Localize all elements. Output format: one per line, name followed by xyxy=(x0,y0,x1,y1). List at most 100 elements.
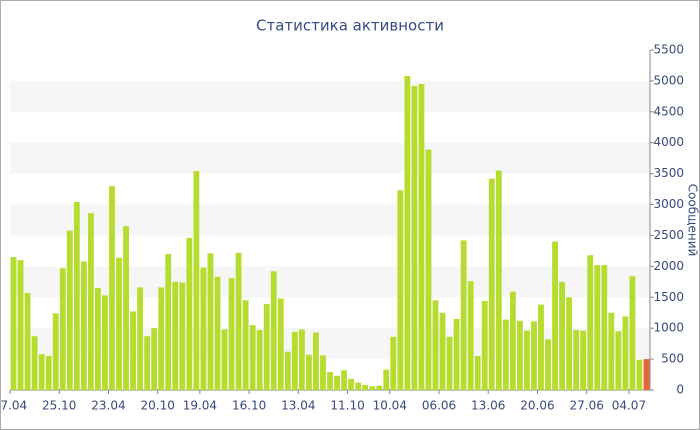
bar xyxy=(94,288,101,390)
bar xyxy=(186,237,193,390)
bar xyxy=(200,267,207,390)
bar xyxy=(179,282,186,390)
bar xyxy=(263,304,270,390)
bar xyxy=(348,378,355,390)
bar xyxy=(545,339,551,390)
x-tick-label: 16.10 xyxy=(232,399,266,413)
bar xyxy=(228,278,235,390)
bar xyxy=(516,320,523,390)
bar xyxy=(249,325,256,390)
bar xyxy=(214,276,221,390)
grid-band xyxy=(10,80,650,112)
x-tick-label: 25.10 xyxy=(42,399,76,413)
bar xyxy=(80,261,87,390)
bar xyxy=(298,329,305,390)
bar xyxy=(474,356,481,390)
y-tick-label: 5500 xyxy=(653,43,684,57)
x-tick-label: 10.04 xyxy=(373,399,407,413)
x-tick-label: 13.06 xyxy=(471,399,505,413)
bar xyxy=(418,84,425,390)
bar xyxy=(453,318,460,390)
bar xyxy=(601,265,608,390)
bar xyxy=(439,312,446,390)
bar xyxy=(116,257,122,390)
bar xyxy=(123,226,129,390)
y-tick-label: 3000 xyxy=(653,197,684,211)
bar xyxy=(538,304,544,390)
y-tick-label: 3500 xyxy=(653,166,684,180)
bar xyxy=(102,295,108,390)
bar xyxy=(502,319,509,390)
bar xyxy=(24,292,31,390)
bar xyxy=(52,313,59,390)
y-axis-label: Сообщений xyxy=(686,184,700,257)
bar xyxy=(109,186,115,390)
bar xyxy=(221,329,228,390)
bar xyxy=(383,369,390,390)
bar xyxy=(235,252,242,390)
bar xyxy=(573,330,580,390)
bar xyxy=(355,382,362,390)
bar xyxy=(172,281,179,390)
bar xyxy=(362,385,369,390)
bar xyxy=(270,271,277,390)
x-tick-label: 11.10 xyxy=(330,399,364,413)
x-tick-label: 06.06 xyxy=(422,399,456,413)
bar xyxy=(552,241,558,390)
bar xyxy=(45,356,52,390)
bar xyxy=(334,375,340,390)
bar xyxy=(144,336,151,390)
bar xyxy=(66,230,73,390)
chart-title: Статистика активности xyxy=(256,17,444,35)
bar xyxy=(524,330,530,390)
bar xyxy=(31,336,38,390)
x-tick-label: 19.04 xyxy=(183,399,217,413)
bar xyxy=(629,276,636,390)
bar xyxy=(559,281,566,390)
bar xyxy=(327,372,333,390)
bar xyxy=(622,316,629,390)
bar xyxy=(531,321,537,390)
y-tick-label: 2000 xyxy=(653,259,684,273)
bar xyxy=(10,257,17,390)
bar xyxy=(151,328,158,390)
bar xyxy=(566,297,573,390)
bar xyxy=(432,300,439,390)
bar xyxy=(320,355,326,390)
bar xyxy=(284,351,291,390)
bar xyxy=(207,253,214,390)
bar xyxy=(460,240,467,390)
bar xyxy=(277,298,284,390)
bar xyxy=(137,287,144,390)
bar xyxy=(446,336,453,390)
x-tick-label: 04.07 xyxy=(612,399,646,413)
y-tick-label: 5000 xyxy=(653,73,684,87)
bar xyxy=(291,331,298,390)
bar xyxy=(305,354,312,390)
y-tick-label: 4000 xyxy=(653,135,684,149)
bar xyxy=(467,281,474,390)
bar xyxy=(369,386,376,390)
bar xyxy=(608,312,615,390)
bar xyxy=(158,287,165,390)
bar xyxy=(643,359,650,390)
bar xyxy=(313,332,319,390)
bar xyxy=(615,331,622,390)
y-tick-label: 1500 xyxy=(653,290,684,304)
bar xyxy=(38,354,45,390)
bar xyxy=(73,202,80,390)
y-tick-label: 2500 xyxy=(653,228,684,242)
y-tick-label: 0 xyxy=(676,383,684,397)
bar xyxy=(580,330,587,390)
bar xyxy=(341,370,347,390)
bar xyxy=(495,170,502,390)
bar xyxy=(59,268,66,390)
grid-band xyxy=(10,142,650,174)
x-tick-label: 23.04 xyxy=(91,399,125,413)
bar xyxy=(390,336,397,390)
bar xyxy=(488,178,495,390)
bar xyxy=(17,260,24,390)
bar xyxy=(481,300,488,390)
bar xyxy=(193,171,200,390)
